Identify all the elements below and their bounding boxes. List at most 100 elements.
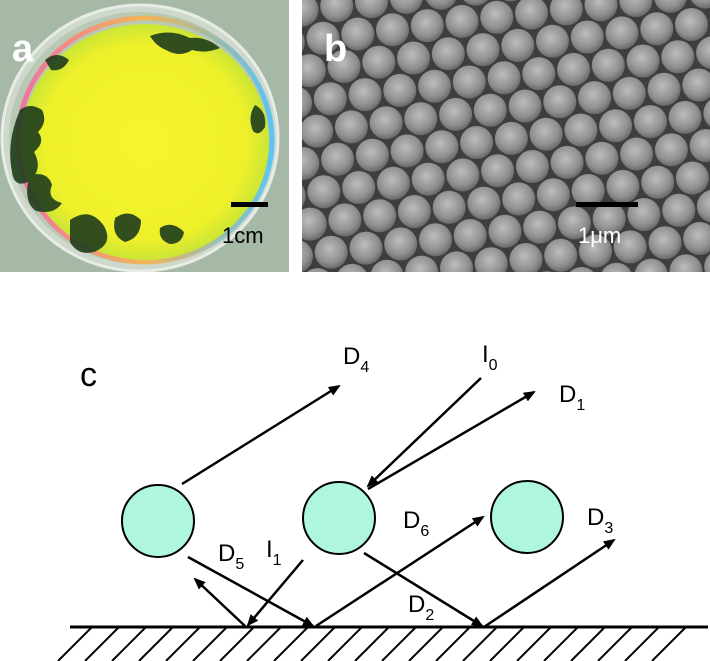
- sem-sphere: [619, 0, 653, 17]
- sem-sphere: [334, 110, 368, 144]
- sem-sphere: [302, 87, 313, 119]
- arrow-d1: [367, 390, 536, 491]
- sem-sphere: [313, 82, 347, 116]
- sem-sphere: [307, 175, 341, 209]
- sphere-left: [121, 484, 195, 558]
- sem-sphere: [550, 145, 584, 179]
- label-d1: D1: [559, 381, 585, 414]
- hatch-mark: [651, 626, 687, 661]
- sem-sphere: [696, 190, 710, 223]
- sem-sphere: [302, 114, 334, 148]
- sem-sphere: [570, 20, 604, 54]
- sem-sphere: [682, 68, 710, 102]
- sem-sphere: [327, 49, 361, 83]
- sem-sphere: [418, 69, 452, 103]
- sem-sphere: [661, 40, 695, 74]
- sem-sphere: [302, 240, 313, 272]
- sem-sphere: [306, 21, 340, 55]
- sem-sphere: [481, 154, 515, 188]
- sem-sphere: [585, 141, 619, 175]
- spheres: [121, 480, 564, 558]
- sem-sphere: [515, 150, 549, 183]
- sem-sphere: [648, 226, 682, 260]
- scale-bar-b: [576, 202, 638, 207]
- sem-sphere: [355, 0, 388, 19]
- substrate: [57, 625, 708, 661]
- sem-sphere: [522, 57, 556, 91]
- sem-sphere: [463, 0, 489, 6]
- hatch-mark: [597, 626, 633, 661]
- sem-sphere: [453, 219, 487, 252]
- arrow-i1: [246, 559, 304, 627]
- sem-sphere: [544, 238, 578, 272]
- sem-sphere: [390, 134, 424, 168]
- sem-sphere: [460, 126, 494, 159]
- sem-sphere: [389, 0, 423, 14]
- sem-sphere: [605, 16, 639, 50]
- sem-sphere: [578, 81, 612, 115]
- sem-sphere: [662, 193, 696, 227]
- sem-micrograph: [302, 0, 710, 272]
- arrow-d6: [315, 515, 485, 628]
- sem-sphere: [668, 100, 702, 134]
- sem-sphere: [536, 24, 569, 58]
- label-d4: D4: [343, 343, 369, 376]
- sem-sphere: [591, 48, 625, 82]
- sem-sphere: [626, 44, 660, 78]
- panel-c-diagram: c I0 D1 D4 D6: [0, 272, 710, 661]
- hatch-mark: [138, 626, 174, 661]
- label-d6: D6: [403, 507, 429, 540]
- sem-sphere: [523, 210, 557, 244]
- sem-sphere: [425, 130, 459, 164]
- hatch-mark: [327, 626, 363, 661]
- sem-sphere: [452, 65, 486, 99]
- sem-sphere: [302, 0, 319, 27]
- arrow-d5: [193, 577, 246, 627]
- hatch-mark: [354, 626, 390, 661]
- hatch-mark: [489, 626, 525, 661]
- colloidal-film: [21, 24, 269, 260]
- sem-sphere: [557, 206, 591, 240]
- hatch-mark: [111, 626, 147, 661]
- hatch-mark: [165, 626, 201, 661]
- hatch-mark: [246, 626, 282, 661]
- panel-a-photo: a 1cm: [0, 0, 289, 272]
- label-d2: D2: [408, 591, 434, 624]
- sem-sphere: [549, 0, 583, 26]
- sem-sphere: [654, 0, 687, 13]
- label-i0: I0: [482, 341, 498, 374]
- sem-sphere: [405, 255, 439, 272]
- sphere-middle: [302, 481, 376, 555]
- sem-sphere: [439, 97, 473, 131]
- sem-sphere: [342, 171, 376, 204]
- hatch-mark: [273, 626, 309, 661]
- scale-bar-a: [231, 202, 268, 207]
- film-defects: [10, 32, 266, 253]
- panel-a-letter: a: [12, 28, 34, 70]
- sem-sphere: [704, 254, 710, 272]
- sem-sphere: [613, 230, 647, 264]
- sphere-right: [490, 480, 564, 554]
- sem-sphere: [508, 89, 542, 123]
- sem-sphere: [599, 109, 633, 143]
- sem-sphere: [601, 262, 632, 272]
- petri-dish-photo: [0, 0, 289, 272]
- sem-sphere: [306, 268, 329, 272]
- sem-sphere: [383, 73, 417, 107]
- sem-sphere: [503, 0, 518, 2]
- sem-sphere: [445, 4, 479, 38]
- sem-sphere: [606, 169, 640, 203]
- sem-sphere: [494, 121, 528, 155]
- arrow-i0: [366, 377, 482, 488]
- sem-sphere: [579, 234, 612, 268]
- sem-sphere: [369, 106, 403, 140]
- sem-sphere: [302, 207, 327, 241]
- sem-sphere: [362, 45, 396, 79]
- sem-sphere: [620, 137, 654, 171]
- sem-sphere: [321, 142, 355, 176]
- scattering-diagram: c I0 D1 D4 D6: [57, 341, 708, 661]
- ray-arrows: [181, 377, 616, 629]
- sem-sphere: [328, 203, 362, 237]
- sem-sphere: [584, 0, 618, 22]
- label-d3: D3: [587, 504, 613, 537]
